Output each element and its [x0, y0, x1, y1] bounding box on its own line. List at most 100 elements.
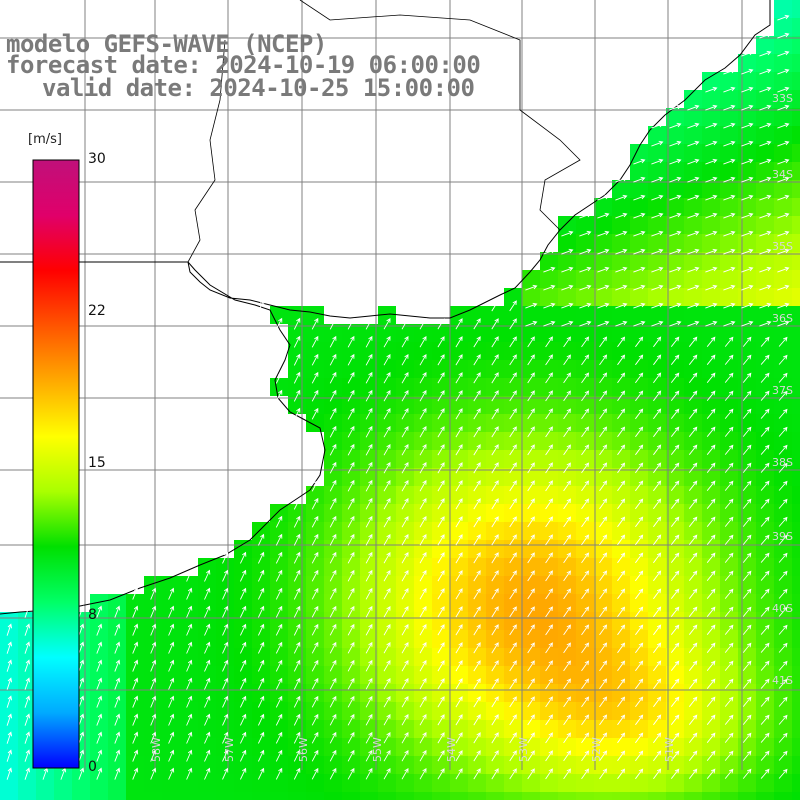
lat-label: 39S: [772, 530, 793, 543]
wind-arrow: [759, 122, 772, 129]
wind-arrow: [723, 176, 736, 183]
wind-speed-cell: [432, 450, 450, 468]
wind-arrow: [168, 605, 175, 618]
wind-speed-cell: [738, 216, 756, 234]
wind-arrow: [383, 533, 391, 546]
wind-speed-cell: [702, 324, 720, 342]
wind-speed-cell: [648, 216, 666, 234]
wind-arrow: [760, 390, 770, 401]
wind-arrow: [275, 551, 283, 564]
wind-speed-cell: [468, 558, 486, 576]
wind-speed-cell: [738, 342, 756, 360]
wind-speed-cell: [720, 216, 738, 234]
wind-speed-cell: [432, 720, 450, 738]
wind-speed-cell: [90, 612, 108, 630]
wind-speed-cell: [144, 792, 162, 800]
wind-arrow: [563, 498, 571, 510]
wind-speed-cell: [756, 108, 774, 126]
wind-arrow: [491, 732, 499, 744]
wind-speed-cell: [648, 432, 666, 450]
wind-arrow: [669, 194, 682, 201]
wind-arrow: [651, 140, 664, 147]
wind-speed-cell: [684, 342, 702, 360]
wind-arrow: [204, 569, 211, 582]
wind-speed-cell: [504, 558, 522, 576]
wind-speed-cell: [144, 630, 162, 648]
wind-speed-cell: [684, 504, 702, 522]
wind-arrow: [723, 158, 736, 165]
wind-speed-cell: [378, 324, 396, 342]
wind-arrow: [617, 642, 626, 654]
wind-speed-cell: [90, 774, 108, 792]
wind-speed-cell: [612, 234, 630, 252]
wind-arrow: [491, 660, 499, 672]
wind-arrow: [688, 606, 698, 617]
wind-arrow: [311, 731, 319, 744]
wind-arrow: [437, 642, 445, 654]
wind-speed-cell: [630, 180, 648, 198]
wind-speed-cell: [360, 486, 378, 504]
wind-speed-cell: [756, 450, 774, 468]
wind-speed-cell: [162, 774, 180, 792]
wind-arrow: [401, 641, 409, 654]
wind-speed-cell: [108, 738, 126, 756]
wind-speed-cell: [756, 342, 774, 360]
wind-arrow: [383, 353, 391, 366]
wind-speed-cell: [414, 594, 432, 612]
wind-arrow: [78, 695, 85, 708]
wind-speed-cell: [648, 414, 666, 432]
wind-arrow: [455, 606, 463, 618]
wind-speed-cell: [774, 522, 792, 540]
wind-arrow: [401, 587, 409, 600]
wind-speed-cell: [270, 738, 288, 756]
wind-arrow: [597, 194, 610, 201]
wind-arrow: [760, 462, 770, 473]
wind-speed-cell: [594, 270, 612, 288]
wind-speed-cell: [612, 414, 630, 432]
wind-arrow: [132, 605, 139, 618]
wind-speed-cell: [234, 684, 252, 702]
lat-label: 37S: [772, 384, 793, 397]
wind-speed-cell: [486, 756, 504, 774]
wind-arrow: [509, 354, 517, 366]
wind-speed-cell: [558, 468, 576, 486]
wind-arrow: [222, 713, 229, 726]
wind-speed-cell: [630, 612, 648, 630]
wind-arrow: [365, 533, 373, 546]
wind-speed-cell: [792, 216, 800, 234]
wind-speed-cell: [306, 774, 324, 792]
wind-speed-cell: [396, 756, 414, 774]
wind-arrow: [724, 552, 734, 563]
wind-speed-cell: [342, 342, 360, 360]
wind-arrow: [222, 641, 229, 654]
wind-arrow: [724, 390, 734, 401]
wind-arrow: [724, 642, 734, 653]
wind-arrow: [724, 624, 734, 635]
wind-speed-cell: [594, 648, 612, 666]
wind-arrow: [347, 407, 355, 420]
wind-arrow: [455, 588, 463, 600]
wind-arrow: [78, 641, 85, 654]
wind-arrow: [311, 497, 319, 510]
wind-speed-cell: [432, 738, 450, 756]
wind-speed-cell: [432, 396, 450, 414]
wind-arrow: [760, 606, 770, 617]
wind-speed-cell: [702, 702, 720, 720]
wind-speed-cell: [180, 720, 198, 738]
wind-speed-cell: [630, 792, 648, 800]
wind-speed-cell: [36, 774, 54, 792]
wind-arrow: [329, 479, 337, 492]
wind-speed-cell: [432, 378, 450, 396]
wind-arrow: [401, 443, 409, 456]
wind-arrow: [473, 642, 481, 654]
wind-arrow: [670, 498, 680, 509]
wind-arrow: [687, 122, 700, 129]
wind-arrow: [383, 731, 391, 744]
wind-arrow: [777, 158, 790, 165]
wind-arrow: [329, 389, 337, 402]
wind-speed-cell: [756, 198, 774, 216]
wind-arrow: [437, 588, 445, 600]
wind-arrow: [347, 389, 355, 402]
wind-speed-cell: [342, 720, 360, 738]
wind-speed-cell: [684, 432, 702, 450]
